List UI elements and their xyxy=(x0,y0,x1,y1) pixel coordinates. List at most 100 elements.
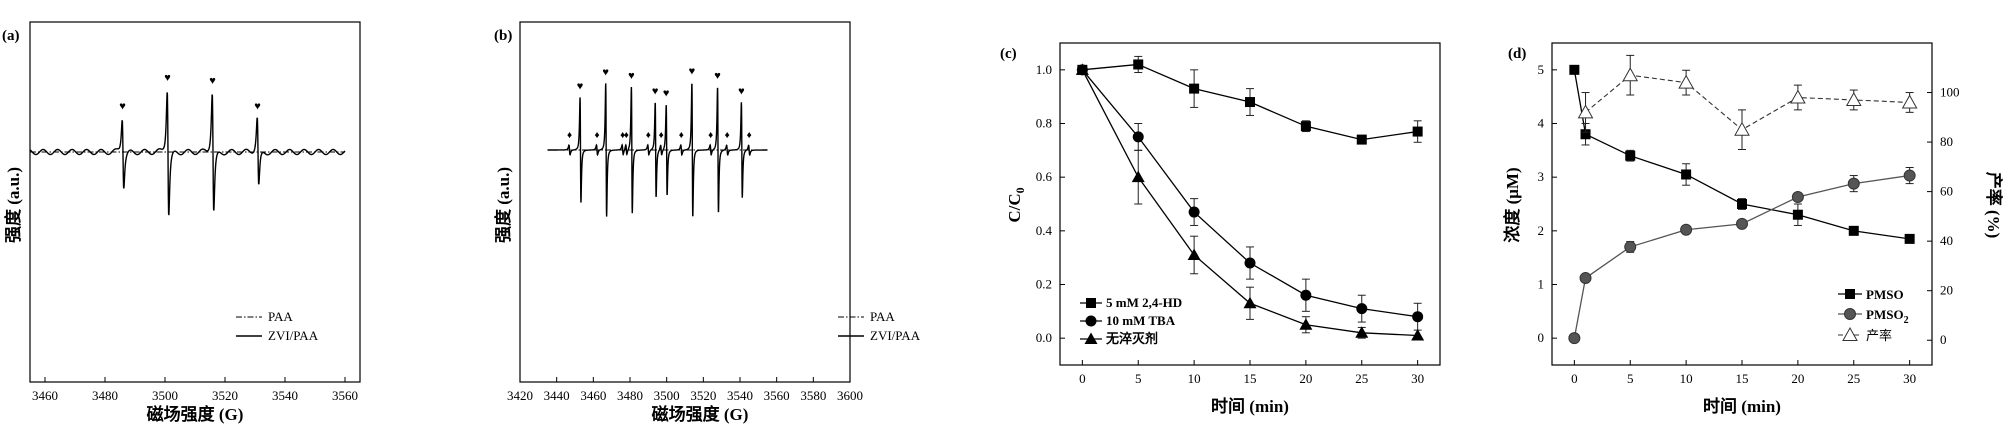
heart-marker: ♥ xyxy=(602,66,609,78)
legend-pmso2-label: PMSO2 xyxy=(1866,307,1909,326)
data-point xyxy=(1737,199,1747,209)
panel-b-x-tick-label: 3600 xyxy=(837,388,863,403)
diamond-marker: ♦ xyxy=(624,130,629,141)
panel-a-x-tick-label: 3560 xyxy=(332,388,358,403)
legend-yield-label: 产率 xyxy=(1866,328,1892,343)
panel-a-x-tick-label: 3480 xyxy=(92,388,118,403)
panel-b-frame xyxy=(519,21,851,383)
panel-d-x-tick-label: 0 xyxy=(1571,371,1578,386)
diamond-marker: ♦ xyxy=(594,130,599,141)
panel-d-y2-tick-label: 100 xyxy=(1940,85,1960,100)
panel-c-legend: 5 mM 2,4-HD 10 mM TBA 无淬灭剂 xyxy=(1080,295,1182,346)
panel-c-series xyxy=(1075,55,1425,341)
data-point xyxy=(1189,83,1200,94)
panel-b-legend: PAA ZVI/PAA xyxy=(838,309,921,343)
panel-b-x-tick-label: 3420 xyxy=(507,388,533,403)
panel-c-label: (c) xyxy=(1000,46,1017,62)
data-point xyxy=(1579,272,1592,285)
legend-swatch-marker xyxy=(1844,308,1856,320)
panel-d-x-tick-label: 20 xyxy=(1791,371,1804,386)
panel-c-y-tick-label: 1.0 xyxy=(1036,62,1052,77)
data-point xyxy=(1845,91,1862,106)
panel-c-y-tick-label: 0.0 xyxy=(1036,330,1052,345)
data-point xyxy=(1131,170,1145,183)
panel-c-x-tick-label: 25 xyxy=(1355,371,1368,386)
panel-d-y2-tick-label: 60 xyxy=(1940,184,1953,199)
data-point xyxy=(1792,209,1803,220)
diamond-marker: ♦ xyxy=(620,130,625,141)
heart-marker: ♥ xyxy=(209,75,216,87)
panel-d-x-tick-label: 5 xyxy=(1627,371,1634,386)
data-point xyxy=(1734,121,1750,136)
data-point xyxy=(1245,97,1255,108)
panel-d-y-tick-label: 5 xyxy=(1538,62,1545,77)
data-point xyxy=(1678,74,1694,89)
legend-swatch-marker xyxy=(1085,315,1097,327)
panel-a-ylabel: 强度 (a.u.) xyxy=(3,167,23,243)
panel-b-x-tick-label: 3560 xyxy=(764,388,790,403)
panel-b-x-tick-label: 3440 xyxy=(544,388,570,403)
data-point xyxy=(1569,64,1580,75)
diamond-marker: ♦ xyxy=(659,130,664,141)
heart-marker: ♥ xyxy=(663,87,670,99)
heart-marker: ♥ xyxy=(714,70,721,82)
legend-zvi-label: ZVI/PAA xyxy=(870,328,921,343)
panel-d-y2-tick-label: 0 xyxy=(1940,332,1947,347)
heart-marker: ♥ xyxy=(652,85,659,97)
legend-none-label: 无淬灭剂 xyxy=(1105,331,1158,346)
panel-c-y-tick-label: 0.4 xyxy=(1036,223,1053,238)
heart-marker: ♥ xyxy=(577,80,584,92)
legend-swatch-marker xyxy=(1086,298,1096,308)
data-point xyxy=(1848,225,1859,236)
panel-d-xlabel: 时间 (min) xyxy=(1703,396,1781,416)
panel-b-x-tick-label: 3460 xyxy=(580,388,606,403)
panel-d-x-tick-label: 25 xyxy=(1847,371,1860,386)
panel-d-ylabel-right: 产率 (%) xyxy=(1984,172,2004,239)
panel-b-x-tick-label: 3500 xyxy=(654,388,680,403)
panel-c-x-tick-label: 20 xyxy=(1299,371,1312,386)
panel-d-y-tick-label: 0 xyxy=(1538,330,1545,345)
diamond-marker: ♦ xyxy=(708,130,713,141)
data-point xyxy=(1356,303,1368,315)
heart-marker: ♥ xyxy=(689,66,696,78)
panel-d-label: (d) xyxy=(1508,46,1526,62)
panel-b-zvi-line xyxy=(547,83,768,217)
data-point xyxy=(1411,328,1425,341)
panel-a-x-tick-label: 3460 xyxy=(32,388,58,403)
data-point xyxy=(1681,169,1692,180)
panel-d-ylabel: 浓度 (μM) xyxy=(1502,167,1522,242)
data-point xyxy=(1791,191,1804,204)
legend-paa-label: PAA xyxy=(870,309,895,324)
panel-b-label: (b) xyxy=(494,28,512,44)
panel-b-x-tick-label: 3540 xyxy=(727,388,753,403)
data-point xyxy=(1625,150,1636,161)
data-point xyxy=(1790,89,1806,104)
data-point xyxy=(1680,223,1693,236)
panel-d-y2-tick-label: 20 xyxy=(1940,283,1953,298)
data-point xyxy=(1847,177,1860,190)
data-point xyxy=(1624,240,1637,253)
data-point xyxy=(1188,206,1200,218)
panel-d-y-tick-label: 2 xyxy=(1538,223,1545,238)
panel-c-y-tick-label: 0.6 xyxy=(1036,169,1053,184)
heart-marker: ♥ xyxy=(164,72,171,84)
legend-swatch-marker xyxy=(1842,326,1858,341)
panel-c-ticks: 0 5 10 15 20 25 30 0.0 0.2 0.4 0.6 0.8 1.0 xyxy=(1036,62,1424,386)
series-line-0 xyxy=(1573,69,1910,240)
data-point xyxy=(1904,233,1915,244)
panel-c-x-tick-label: 30 xyxy=(1411,371,1424,386)
series-line-1 xyxy=(1573,174,1910,339)
panel-a-label: (a) xyxy=(2,28,20,44)
data-point xyxy=(1075,63,1089,75)
legend-tba-label: 10 mM TBA xyxy=(1106,313,1176,328)
data-point xyxy=(1412,311,1424,323)
panel-a: (a) 强度 (a.u.) 磁场强度 (G) 3460 3480 3500 3520 3… xyxy=(2,21,361,424)
data-point xyxy=(1903,169,1916,182)
panel-b-x-tick-label: 3520 xyxy=(690,388,716,403)
data-point xyxy=(1412,126,1423,137)
panel-d-ticks: 0 5 10 15 20 25 30 0 1 2 3 4 5 0 20 40 60 80 100 xyxy=(1538,62,1960,386)
legend-hd-label: 5 mM 2,4-HD xyxy=(1106,295,1182,310)
data-point xyxy=(1356,134,1367,145)
panel-d: (d) 浓度 (μM) 产率 (%) 时间 (min) 0 5 10 15 20 25 30… xyxy=(1502,42,2004,416)
